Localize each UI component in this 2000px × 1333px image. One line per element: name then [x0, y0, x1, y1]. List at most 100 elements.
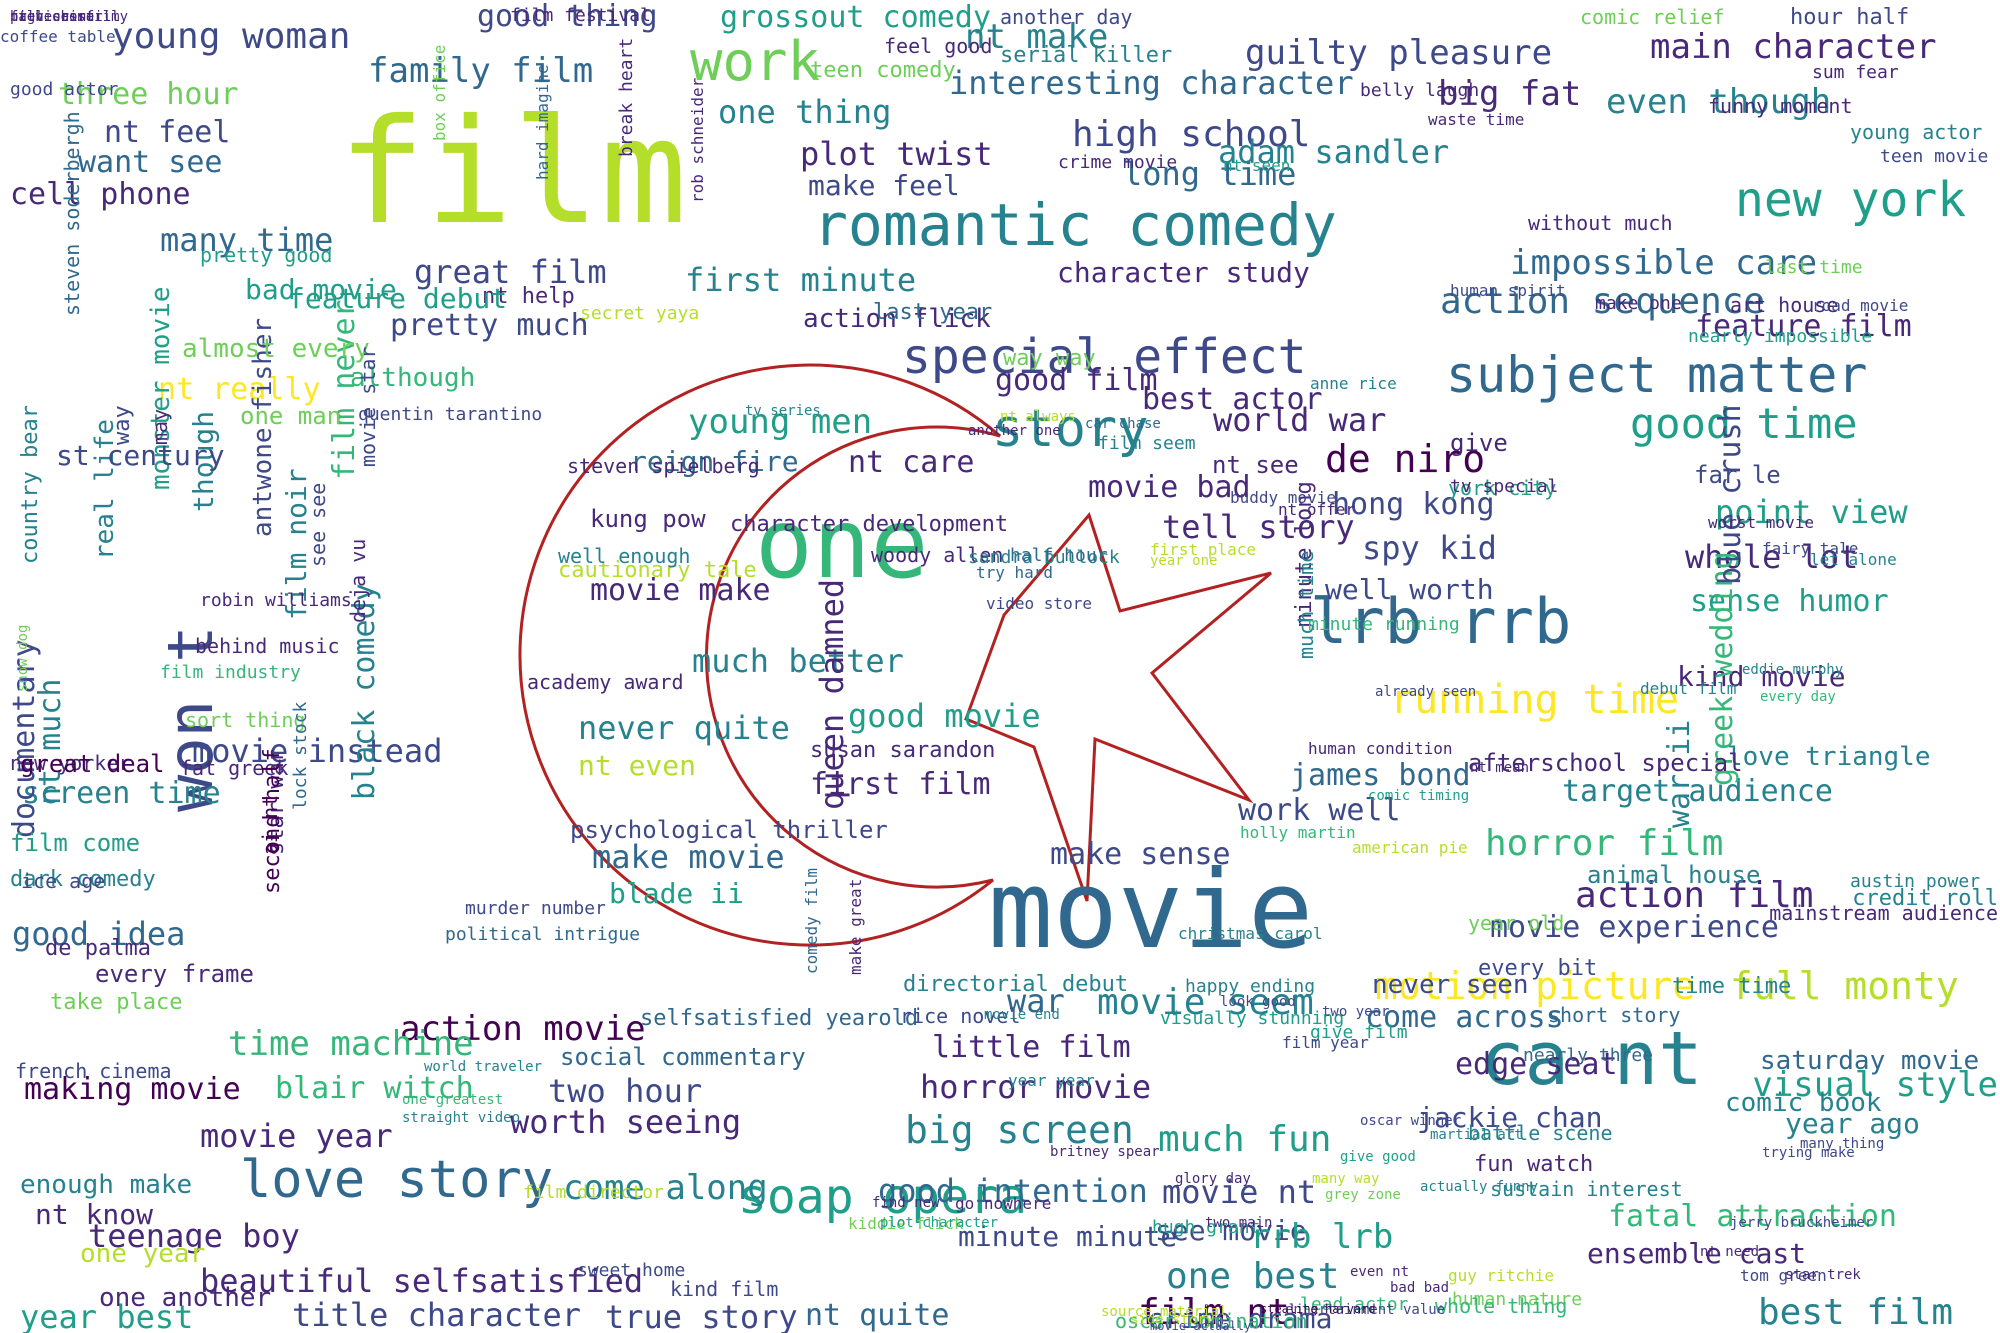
- word-one-man: one man: [240, 402, 342, 430]
- word-whole-lot: whole lot: [1685, 538, 1859, 576]
- word-fairy-tale: fairy tale: [1762, 539, 1859, 558]
- word-good-thing: good thing: [477, 0, 658, 34]
- word-running-time: running time: [1390, 677, 1679, 723]
- word-nt-really: nt really: [158, 372, 321, 407]
- word-crime-drama: crime drama: [1147, 1302, 1333, 1333]
- word-social-commentary: social commentary: [560, 1043, 806, 1071]
- word-year-best: year best: [20, 1298, 194, 1333]
- word-year-old: year old: [1468, 911, 1565, 935]
- word-great-film: great film: [414, 253, 607, 291]
- word-afterschool-special: afterschool special: [1468, 749, 1743, 777]
- word-nt-even: nt even: [578, 749, 697, 782]
- word-human-nature: human nature: [1452, 1289, 1583, 1310]
- word-subject-matter: subject matter: [1446, 346, 1868, 404]
- word-nt-make: nt make: [965, 17, 1109, 57]
- word-movie-experience: movie experience: [1490, 910, 1779, 945]
- word-short-story: short story: [1548, 1003, 1681, 1027]
- word-plot-twist: plot twist: [800, 135, 993, 173]
- word-saturday-movie: saturday movie: [1760, 1046, 1980, 1076]
- word-screen-time: screen time: [22, 776, 221, 811]
- word-another-one: another one: [968, 423, 1061, 439]
- word-visually-stunning: visually stunning: [1160, 1008, 1345, 1029]
- word-grossout-comedy: grossout comedy: [720, 0, 991, 35]
- word-many-time: many time: [160, 221, 334, 259]
- word-character-development: character development: [730, 512, 1009, 537]
- word-good-film: good film: [995, 363, 1158, 398]
- word-make-one: make one: [1595, 293, 1682, 314]
- word-great-deal: great deal: [20, 750, 165, 778]
- word-selfsatisfied-yearold: selfsatisfied yearold: [640, 1006, 919, 1031]
- word-impossible-care: impossible care: [1510, 243, 1818, 283]
- word-stealing-harvard: stealing harvard: [1260, 1302, 1376, 1316]
- word-serial-killer: serial killer: [1000, 43, 1173, 68]
- word-make-movie: make movie: [592, 838, 785, 876]
- word-minute-minute: minute minute: [958, 1220, 1178, 1253]
- word-two-main: two main: [1205, 1215, 1273, 1231]
- word-directorial-debut: directorial debut: [903, 972, 1129, 997]
- word-star-trek: star trek: [1785, 1267, 1861, 1283]
- word-movie-make: movie make: [590, 573, 771, 608]
- word-ai-nt: ai nt: [258, 794, 282, 855]
- word-nt-need: nt need: [1700, 1244, 1760, 1260]
- word-young-men: young men: [688, 402, 873, 442]
- word-new-york: new york: [1735, 172, 1967, 228]
- word-country-bear: country bear: [18, 405, 43, 564]
- word-first-minute: first minute: [685, 261, 917, 299]
- word-previous-film: previous film: [10, 9, 120, 25]
- word-two-year: two year: [1322, 1004, 1390, 1020]
- word-holly-martin: holly martin: [1240, 823, 1356, 842]
- word-already-seen: already seen: [1375, 684, 1477, 700]
- word-high-school: high school: [1072, 114, 1311, 155]
- word-movie-actually: movie actually: [1150, 1319, 1252, 1333]
- word-video-store: video store: [986, 594, 1092, 613]
- word-steven-soderbergh: steven soderbergh: [60, 111, 84, 316]
- word-much-time: much time: [1294, 550, 1318, 659]
- word-pretty-good: pretty good: [200, 243, 333, 267]
- word-film-seem: film seem: [1098, 433, 1196, 454]
- word-christmas-carol: christmas carol: [1178, 924, 1323, 943]
- word-every-frame: every frame: [95, 960, 254, 988]
- word-main-character: main character: [1650, 27, 1937, 67]
- word-happy-ending: happy ending: [1185, 976, 1316, 997]
- word-whole-thing: whole thing: [1435, 1294, 1568, 1318]
- word-martial-art: martial art: [1430, 1127, 1523, 1143]
- word-one: one: [755, 488, 929, 600]
- word-rrb-lrb: rrb lrb: [1250, 1217, 1394, 1257]
- word-lead-actor: lead actor: [1300, 1294, 1409, 1315]
- word-go-nowhere: go nowhere: [955, 1194, 1052, 1213]
- word-grey-zone: grey zone: [1325, 1187, 1401, 1203]
- word-movie-instead: movie instead: [192, 732, 443, 770]
- word-pretty-much: pretty much: [390, 308, 589, 343]
- word-nt-quite: nt quite: [805, 1298, 950, 1333]
- word-one-year: one year: [80, 1239, 206, 1269]
- word-hong-kong: hong kong: [1332, 487, 1495, 522]
- word-nt-help: nt help: [482, 284, 575, 309]
- word-movie-bad: movie bad: [1088, 470, 1251, 505]
- word-spy-kid: spy kid: [1362, 529, 1497, 567]
- word-good-intention: good intention: [878, 1172, 1148, 1210]
- word-feel-good: feel good: [884, 34, 993, 58]
- word-three-hour: three hour: [58, 77, 239, 112]
- word-car-chase: car chase: [1085, 416, 1161, 432]
- word-debut-film: debut film: [1640, 679, 1737, 698]
- word-never-quite: never quite: [578, 709, 790, 747]
- word-character-study: character study: [1057, 256, 1310, 289]
- word-st-century: st century: [56, 439, 225, 472]
- word-hour-half: hour half: [1790, 5, 1910, 30]
- word-hugh-grant: hugh grant: [1152, 1217, 1261, 1238]
- word-nearly-three: nearly three: [1523, 1045, 1654, 1066]
- word-sense-humor: sense humor: [1690, 584, 1889, 619]
- word-trying-make: trying make: [1762, 1145, 1855, 1161]
- word-target-audience: target audience: [1562, 774, 1833, 809]
- word-good-movie: good movie: [848, 697, 1041, 735]
- word-worth-seeing: worth seeing: [510, 1103, 742, 1141]
- word-big-fat: big fat: [1438, 74, 1582, 114]
- word-full-monty: full monty: [1730, 964, 1959, 1008]
- word-quentin-tarantino: quentin tarantino: [358, 404, 543, 425]
- word-year-year: year year: [1008, 1071, 1095, 1090]
- word-nt-necessarily: nt necessarily: [10, 9, 129, 25]
- word-kung-pow: kung pow: [590, 505, 706, 533]
- word-art-house: art house: [1730, 293, 1839, 317]
- word-teen-comedy: teen comedy: [810, 58, 956, 83]
- word-comic-timing: comic timing: [1368, 788, 1470, 804]
